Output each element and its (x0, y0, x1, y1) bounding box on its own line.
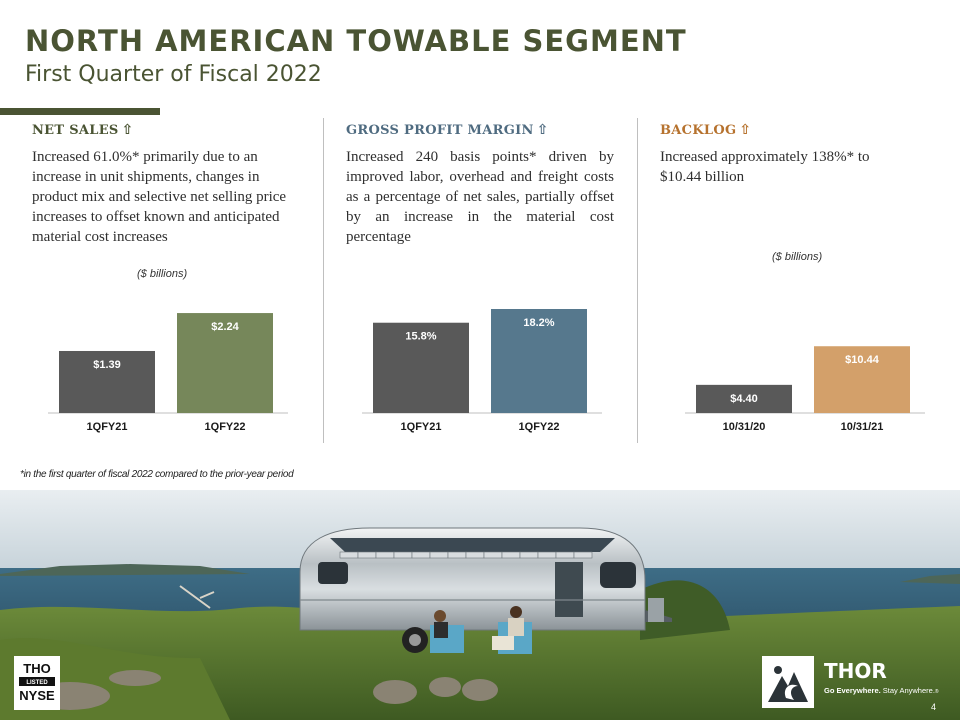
backlog-chart: $4.40 10/31/20 $10.44 10/31/21 (685, 346, 925, 433)
bar-1QFY22 (177, 313, 273, 413)
page-number: 4 (931, 702, 937, 712)
data-label: 15.8% (405, 331, 436, 343)
people (430, 606, 532, 654)
category-label: 1QFY22 (519, 421, 560, 433)
column-divider-2 (637, 118, 638, 443)
accent-bar (0, 108, 160, 115)
exchange-text: NYSE (19, 688, 55, 703)
brand-name: THOR (824, 659, 887, 683)
net-sales-heading: NET SALES ⇧ (32, 122, 304, 138)
listed-text: LISTED (26, 680, 48, 686)
thor-logo: THOR Go Everywhere. Stay Anywhere.® (760, 654, 958, 712)
gross-margin-heading: GROSS PROFIT MARGIN ⇧ (346, 122, 614, 138)
gross-margin-heading-text: GROSS PROFIT MARGIN (346, 123, 534, 138)
data-label: $1.39 (93, 359, 121, 371)
net-sales-text: Increased 61.0%* primarily due to an inc… (32, 149, 287, 245)
category-label: 1QFY21 (87, 421, 128, 433)
trademark-symbol: ® (935, 688, 939, 695)
data-label: 18.2% (523, 317, 554, 329)
column-divider-1 (323, 118, 324, 443)
nyse-badge-image: THO LISTED NYSE (15, 657, 59, 709)
bar-10/31/21 (814, 346, 910, 413)
category-label: 1QFY22 (205, 421, 246, 433)
net-sales-unit-label: ($ billions) (137, 268, 188, 280)
ticker-text: THO (23, 661, 50, 676)
page-subtitle: First Quarter of Fiscal 2022 (25, 62, 322, 87)
backlog-heading: BACKLOG ⇧ (660, 122, 910, 138)
up-arrow-icon: ⇧ (121, 122, 134, 138)
thor-logo-image: THOR Go Everywhere. Stay Anywhere.® (762, 656, 939, 708)
data-label: $4.40 (730, 393, 758, 405)
bar-1QFY21 (373, 322, 469, 413)
gross-margin-column: GROSS PROFIT MARGIN ⇧ Increased 240 basis… (346, 122, 614, 247)
up-arrow-icon: ⇧ (536, 122, 549, 138)
backlog-text: Increased approximately 138%* to $10.44 … (660, 149, 870, 185)
airstream-photo (0, 490, 960, 720)
bar-1QFY22 (491, 309, 587, 413)
backlog-unit-label: ($ billions) (772, 251, 823, 263)
gross-margin-chart: 15.8% 1QFY21 18.2% 1QFY22 (362, 309, 602, 433)
page-title: NORTH AMERICAN TOWABLE SEGMENT (25, 24, 687, 58)
net-sales-chart: $1.39 1QFY21 $2.24 1QFY22 (48, 313, 288, 433)
category-label: 1QFY21 (401, 421, 442, 433)
nyse-listed-badge: THO LISTED NYSE (14, 656, 60, 710)
up-arrow-icon: ⇧ (739, 122, 752, 138)
net-sales-heading-text: NET SALES (32, 123, 119, 138)
category-label: 10/31/20 (723, 421, 766, 433)
category-label: 10/31/21 (841, 421, 884, 433)
bar-1QFY21 (59, 350, 155, 413)
bar-10/31/20 (696, 384, 792, 413)
footnote: *in the first quarter of fiscal 2022 com… (20, 469, 294, 480)
net-sales-column: NET SALES ⇧ Increased 61.0%* primarily du… (32, 122, 304, 247)
data-label: $2.24 (211, 321, 239, 333)
data-label: $10.44 (845, 354, 880, 366)
tagline-light: Stay Anywhere. (881, 686, 935, 695)
landscape-photo-image (0, 490, 960, 720)
backlog-column: BACKLOG ⇧ Increased approximately 138%* t… (660, 122, 910, 187)
brand-tagline: Go Everywhere. Stay Anywhere.® (824, 686, 939, 695)
backlog-heading-text: BACKLOG (660, 123, 737, 138)
gross-margin-text: Increased 240 basis points* driven by im… (346, 149, 614, 245)
tagline-bold: Go Everywhere. (824, 686, 881, 695)
